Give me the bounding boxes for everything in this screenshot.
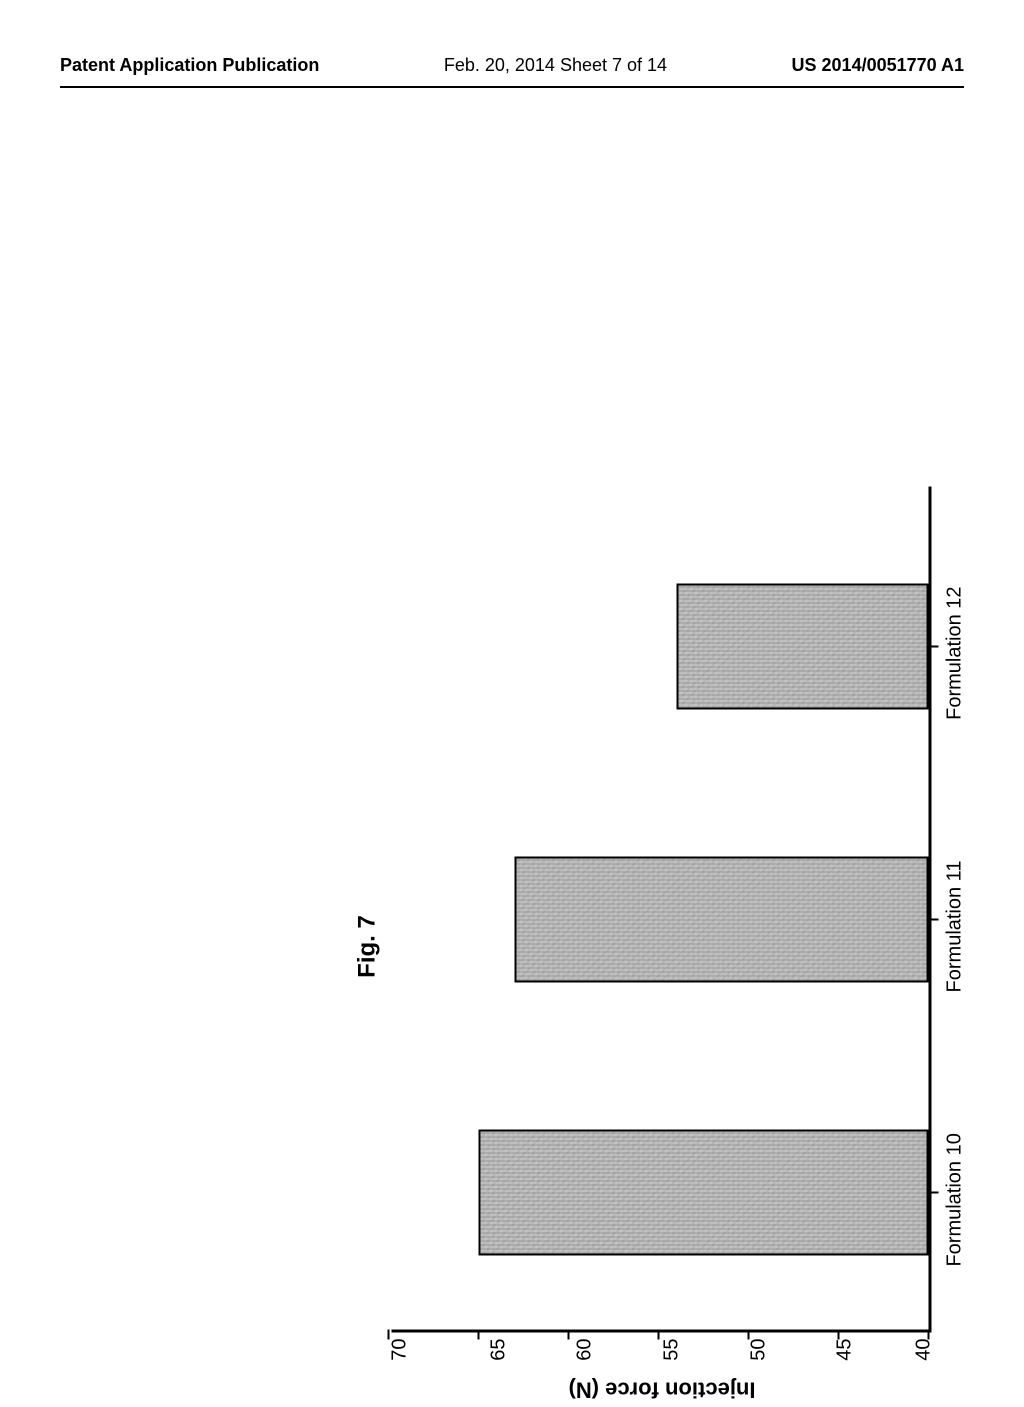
x-axis-label: Formulation 10 bbox=[944, 1063, 967, 1336]
header-left: Patent Application Publication bbox=[60, 55, 319, 76]
y-tick-label: 45 bbox=[835, 1339, 855, 1361]
page-header: Patent Application Publication Feb. 20, … bbox=[0, 55, 1024, 76]
chart: Injection force (N) 70 65 60 55 50 45 40 bbox=[392, 487, 932, 1407]
y-tick-mark bbox=[658, 1330, 660, 1340]
y-tick-mark bbox=[568, 1330, 570, 1340]
x-axis-labels: Formulation 10Formulation 11Formulation … bbox=[944, 487, 967, 1407]
y-tick-label: 50 bbox=[748, 1339, 768, 1361]
y-tick-label: 65 bbox=[488, 1339, 508, 1361]
header-right: US 2014/0051770 A1 bbox=[792, 55, 964, 76]
bar bbox=[515, 857, 929, 983]
header-center: Feb. 20, 2014 Sheet 7 of 14 bbox=[444, 55, 667, 76]
figure-title: Fig. 7 bbox=[354, 487, 382, 1407]
x-tick-mark bbox=[929, 919, 939, 921]
figure: Fig. 7 Injection force (N) 70 65 60 55 50 45 4… bbox=[354, 487, 967, 1407]
y-tick-mark bbox=[838, 1330, 840, 1340]
header-rule bbox=[60, 86, 964, 88]
bar bbox=[677, 583, 929, 709]
x-label-spacer bbox=[944, 1337, 967, 1407]
bar bbox=[479, 1130, 929, 1256]
plot-area bbox=[392, 487, 932, 1333]
figure-rotated-container: Fig. 7 Injection force (N) 70 65 60 55 50 45 4… bbox=[354, 487, 967, 1407]
x-axis-label: Formulation 12 bbox=[944, 517, 967, 790]
y-tick-mark bbox=[388, 1330, 390, 1340]
y-tick-label: 60 bbox=[575, 1339, 595, 1361]
y-axis-ticks: 70 65 60 55 50 45 40 bbox=[392, 1333, 932, 1373]
y-tick-mark bbox=[748, 1330, 750, 1340]
x-tick-mark bbox=[929, 1192, 939, 1194]
y-tick-label: 55 bbox=[661, 1339, 681, 1361]
y-tick-mark bbox=[478, 1330, 480, 1340]
y-tick-mark bbox=[928, 1330, 930, 1340]
y-axis-label: Injection force (N) bbox=[392, 1373, 932, 1407]
x-axis-label: Formulation 11 bbox=[944, 790, 967, 1063]
x-tick-mark bbox=[929, 645, 939, 647]
y-tick-label: 40 bbox=[913, 1339, 933, 1361]
y-tick-label: 70 bbox=[390, 1339, 410, 1361]
